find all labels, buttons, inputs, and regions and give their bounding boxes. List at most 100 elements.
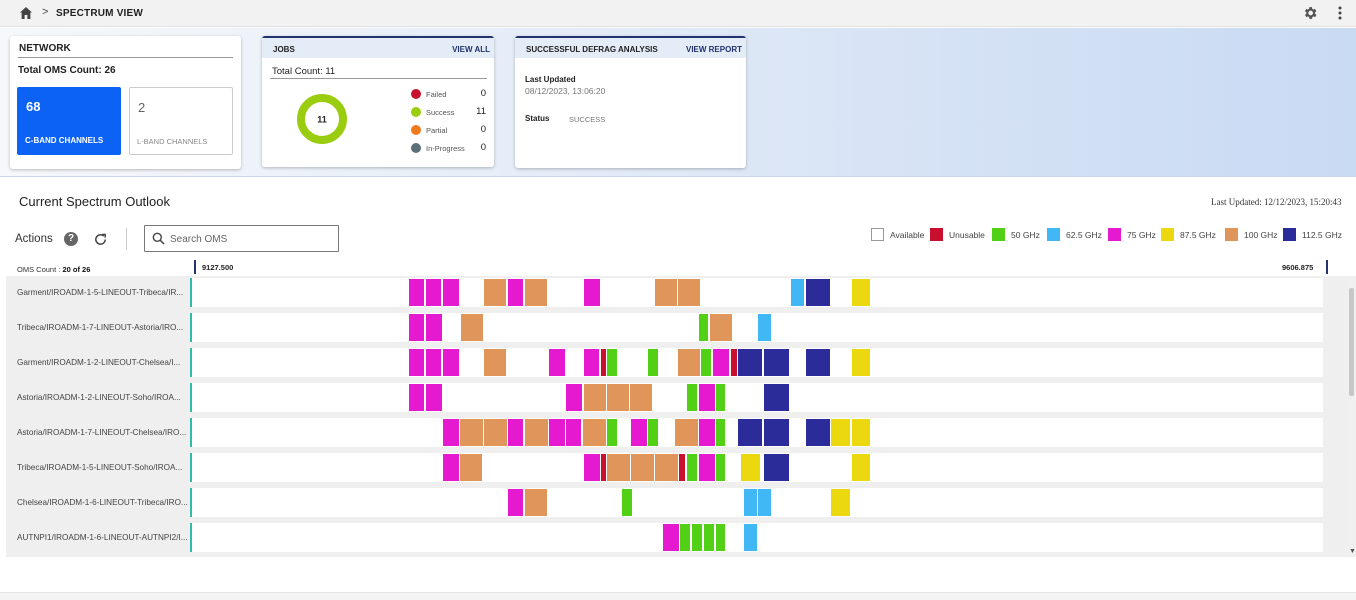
home-icon[interactable]: [19, 6, 33, 20]
channel-block[interactable]: [622, 489, 633, 516]
channel-block[interactable]: [716, 384, 726, 411]
channel-block[interactable]: [409, 384, 425, 411]
channel-block[interactable]: [701, 349, 712, 376]
channel-block[interactable]: [409, 349, 425, 376]
oms-row-label[interactable]: AUTNPI1/IROADM-1-6-LINEOUT-AUTNPI2/I...: [17, 533, 188, 542]
channel-block[interactable]: [584, 384, 607, 411]
channel-block[interactable]: [484, 279, 507, 306]
oms-row-label[interactable]: Garment/IROADM-1-2-LINEOUT-Chelsea/I...: [17, 358, 181, 367]
channel-block[interactable]: [716, 419, 726, 446]
gear-icon[interactable]: [1302, 5, 1318, 21]
channel-block[interactable]: [744, 489, 758, 516]
channel-block[interactable]: [806, 279, 831, 306]
channel-block[interactable]: [764, 384, 790, 411]
channel-block[interactable]: [484, 349, 507, 376]
oms-row[interactable]: Chelsea/IROADM-1-6-LINEOUT-Tribeca/IRO..…: [6, 486, 1346, 519]
view-report-link[interactable]: VIEW REPORT: [685, 45, 742, 54]
oms-row-label[interactable]: Astoria/IROADM-1-7-LINEOUT-Chelsea/IRO..…: [17, 428, 187, 437]
channel-block[interactable]: [630, 384, 653, 411]
channel-block[interactable]: [460, 419, 484, 446]
channel-block[interactable]: [426, 279, 442, 306]
channel-block[interactable]: [549, 419, 566, 446]
channel-block[interactable]: [409, 314, 425, 341]
oms-row-label[interactable]: Tribeca/IROADM-1-7-LINEOUT-Astoria/IRO..…: [17, 323, 184, 332]
channel-block[interactable]: [699, 419, 716, 446]
channel-block[interactable]: [655, 279, 678, 306]
channel-block[interactable]: [508, 279, 524, 306]
channel-block[interactable]: [704, 524, 715, 551]
channel-block[interactable]: [713, 349, 730, 376]
search-oms-box[interactable]: [144, 225, 339, 252]
channel-block[interactable]: [699, 384, 716, 411]
channel-block[interactable]: [648, 349, 659, 376]
oms-row[interactable]: Astoria/IROADM-1-7-LINEOUT-Chelsea/IRO..…: [6, 416, 1346, 449]
channel-block[interactable]: [460, 454, 483, 481]
kebab-menu-icon[interactable]: [1334, 5, 1346, 21]
channel-block[interactable]: [655, 454, 679, 481]
channel-block[interactable]: [678, 279, 701, 306]
oms-row[interactable]: AUTNPI1/IROADM-1-6-LINEOUT-AUTNPI2/I...: [6, 521, 1346, 554]
scrollbar-track[interactable]: [1346, 276, 1356, 557]
channel-block[interactable]: [675, 419, 699, 446]
channel-block[interactable]: [680, 524, 691, 551]
channel-block[interactable]: [764, 419, 790, 446]
channel-block[interactable]: [831, 419, 851, 446]
channel-block[interactable]: [663, 524, 680, 551]
channel-block[interactable]: [601, 454, 607, 481]
channel-block[interactable]: [806, 419, 831, 446]
channel-block[interactable]: [443, 349, 460, 376]
channel-block[interactable]: [744, 524, 758, 551]
oms-row[interactable]: Tribeca/IROADM-1-5-LINEOUT-Soho/IROA...: [6, 451, 1346, 484]
channel-block[interactable]: [738, 349, 763, 376]
channel-block[interactable]: [648, 419, 659, 446]
view-all-link[interactable]: VIEW ALL: [452, 45, 490, 54]
channel-block[interactable]: [631, 454, 655, 481]
channel-block[interactable]: [791, 279, 805, 306]
channel-block[interactable]: [716, 524, 726, 551]
channel-block[interactable]: [852, 279, 871, 306]
channel-block[interactable]: [764, 454, 790, 481]
channel-block[interactable]: [426, 384, 443, 411]
oms-row[interactable]: Garment/IROADM-1-2-LINEOUT-Chelsea/I...: [6, 346, 1346, 379]
oms-row[interactable]: Astoria/IROADM-1-2-LINEOUT-Soho/IROA...: [6, 381, 1346, 414]
channel-block[interactable]: [831, 489, 851, 516]
channel-block[interactable]: [692, 524, 703, 551]
oms-row[interactable]: Tribeca/IROADM-1-7-LINEOUT-Astoria/IRO..…: [6, 311, 1346, 344]
channel-block[interactable]: [764, 349, 790, 376]
channel-block[interactable]: [426, 349, 442, 376]
channel-block[interactable]: [525, 419, 549, 446]
channel-block[interactable]: [679, 454, 686, 481]
channel-block[interactable]: [699, 314, 709, 341]
oms-row-label[interactable]: Astoria/IROADM-1-2-LINEOUT-Soho/IROA...: [17, 393, 181, 402]
scrollbar-thumb[interactable]: [1349, 288, 1354, 396]
oms-row[interactable]: Garment/IROADM-1-5-LINEOUT-Tribeca/IR...: [6, 276, 1346, 309]
channel-block[interactable]: [631, 419, 648, 446]
channel-block[interactable]: [508, 419, 524, 446]
channel-block[interactable]: [741, 454, 761, 481]
channel-block[interactable]: [758, 314, 772, 341]
channel-block[interactable]: [699, 454, 716, 481]
actions-label[interactable]: Actions: [15, 233, 53, 245]
channel-block[interactable]: [566, 384, 583, 411]
channel-block[interactable]: [687, 454, 698, 481]
oms-row-label[interactable]: Garment/IROADM-1-5-LINEOUT-Tribeca/IR...: [17, 288, 184, 297]
channel-block[interactable]: [583, 419, 607, 446]
help-icon[interactable]: ?: [64, 232, 78, 246]
channel-block[interactable]: [508, 489, 524, 516]
channel-block[interactable]: [461, 314, 484, 341]
channel-block[interactable]: [409, 279, 425, 306]
channel-block[interactable]: [584, 349, 600, 376]
channel-block[interactable]: [852, 419, 871, 446]
channel-block[interactable]: [678, 349, 701, 376]
channel-block[interactable]: [484, 419, 508, 446]
channel-block[interactable]: [566, 419, 582, 446]
channel-block[interactable]: [426, 314, 443, 341]
channel-block[interactable]: [716, 454, 726, 481]
channel-block[interactable]: [584, 279, 601, 306]
channel-block[interactable]: [607, 349, 618, 376]
channel-block[interactable]: [738, 419, 763, 446]
channel-block[interactable]: [710, 314, 733, 341]
channel-block[interactable]: [584, 454, 601, 481]
channel-block[interactable]: [443, 419, 460, 446]
channel-block[interactable]: [607, 454, 631, 481]
